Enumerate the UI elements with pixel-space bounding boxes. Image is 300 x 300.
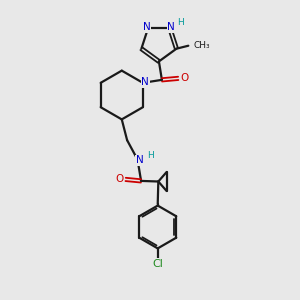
Text: O: O	[180, 74, 188, 83]
Text: O: O	[116, 174, 124, 184]
Text: CH₃: CH₃	[194, 40, 210, 50]
Text: H: H	[148, 151, 154, 160]
Text: N: N	[143, 22, 151, 32]
Text: Cl: Cl	[152, 259, 163, 269]
Text: N: N	[167, 22, 175, 32]
Text: N: N	[136, 155, 144, 165]
Text: N: N	[141, 77, 149, 87]
Text: H: H	[177, 18, 184, 27]
